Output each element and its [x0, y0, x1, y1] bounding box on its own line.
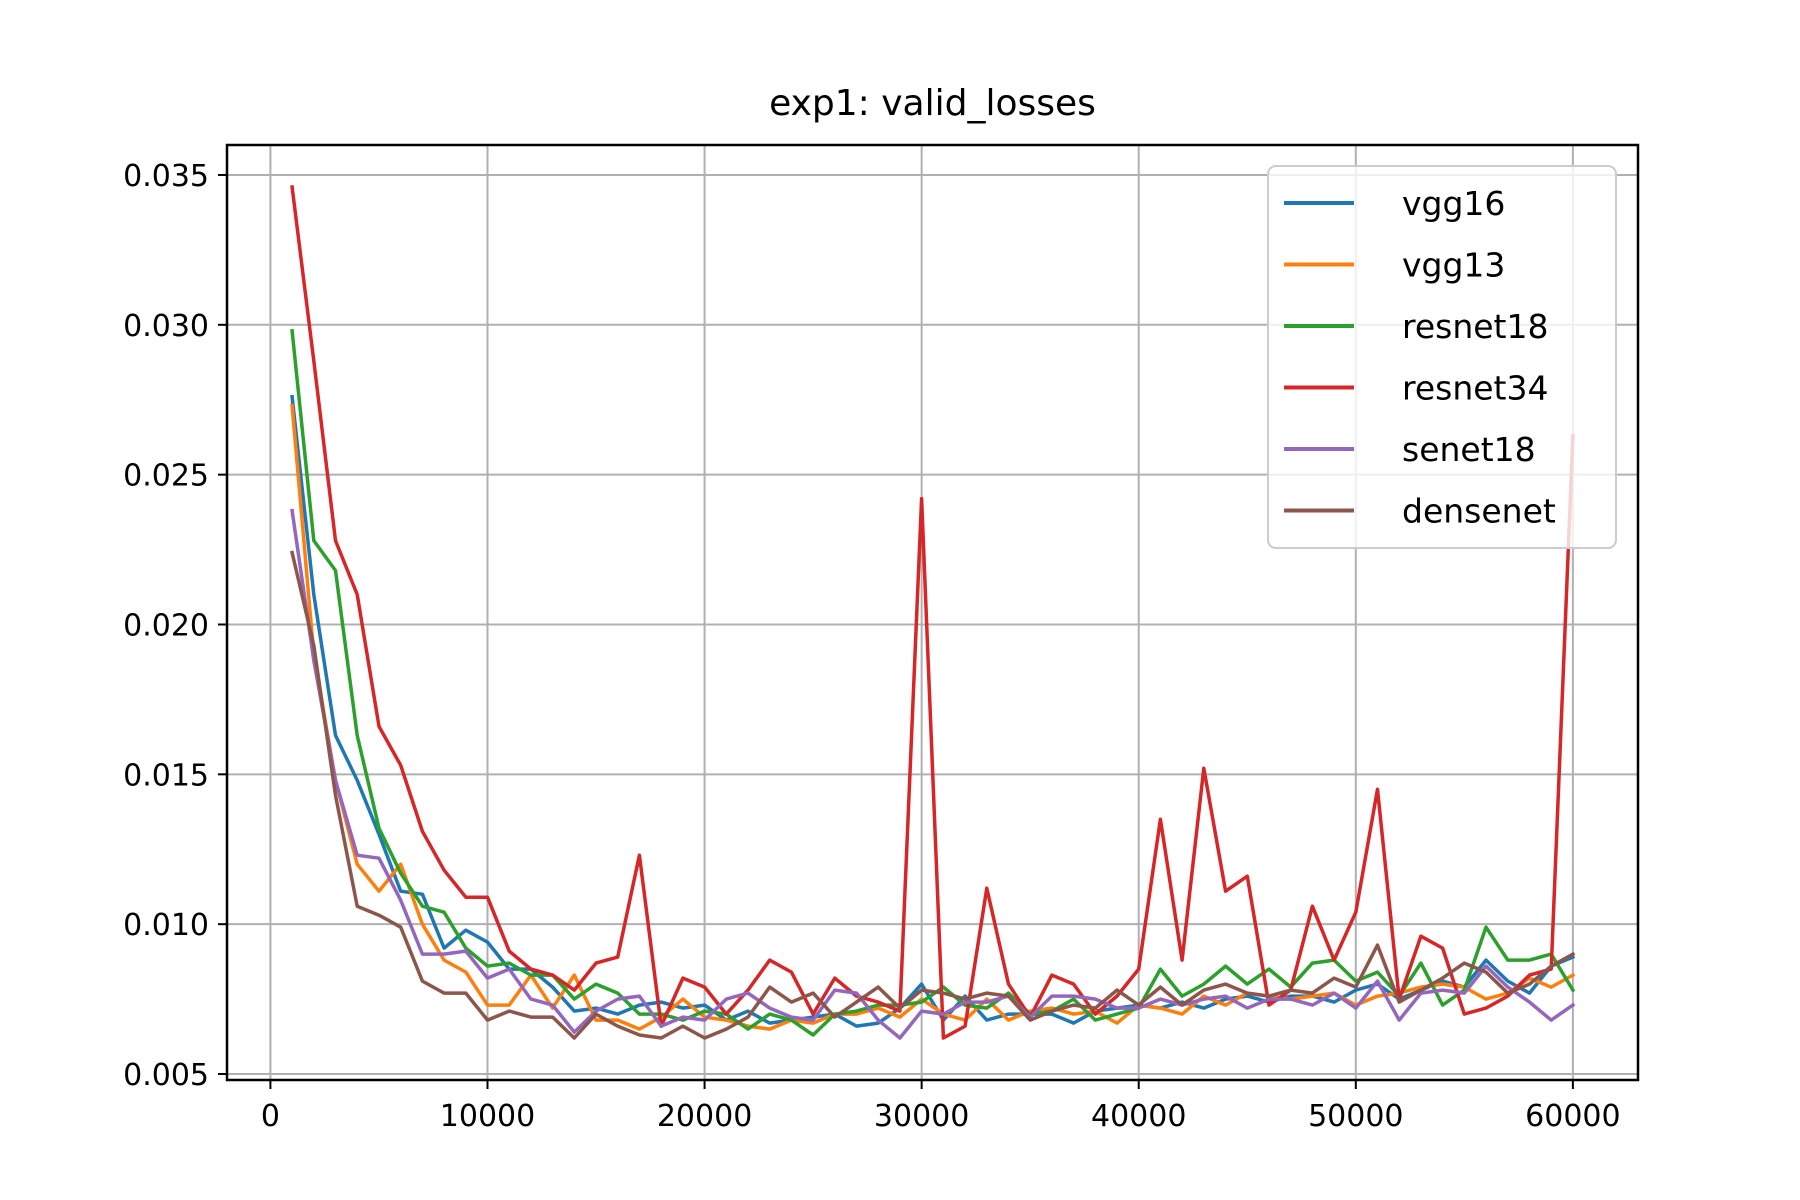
legend-box — [1267, 165, 1617, 549]
legend-label-densenet: densenet — [1402, 492, 1556, 531]
x-axis: 0 10000 20000 30000 40000 50000 60000 — [261, 1080, 1621, 1134]
y-tick-label: 0.020 — [123, 608, 209, 643]
series-line-resnet34 — [290, 185, 1575, 1040]
chart-title: exp1: valid_losses — [769, 83, 1096, 124]
y-tick-label: 0.030 — [123, 309, 209, 344]
y-tick-label: 0.025 — [123, 459, 209, 494]
y-tick-label: 0.010 — [123, 908, 209, 943]
legend-label-resnet34: resnet34 — [1402, 369, 1549, 408]
x-tick-label: 60000 — [1525, 1099, 1620, 1134]
legend-label-vgg16: vgg16 — [1402, 184, 1505, 223]
series-line-senet18 — [290, 508, 1576, 1040]
y-tick-label: 0.005 — [123, 1058, 209, 1093]
y-tick-label: 0.015 — [123, 758, 209, 793]
y-tick-label: 0.035 — [123, 159, 209, 194]
x-tick-label: 10000 — [440, 1099, 535, 1134]
legend-label-senet18: senet18 — [1402, 430, 1536, 469]
x-tick-label: 50000 — [1308, 1099, 1403, 1134]
legend: vgg16 vgg13 resnet18 resnet34 senet18 densene… — [1267, 165, 1617, 549]
plot-area-frame — [225, 143, 1640, 1082]
legend-label-vgg13: vgg13 — [1402, 246, 1505, 285]
x-tick-label: 20000 — [657, 1099, 752, 1134]
series-lines — [289, 185, 1576, 1040]
x-tick-label: 30000 — [874, 1099, 969, 1134]
x-tick-label: 0 — [261, 1099, 280, 1134]
y-axis: 0.005 0.010 0.015 0.020 0.025 0.030 0.035 — [123, 159, 227, 1093]
x-tick-label: 40000 — [1091, 1099, 1186, 1134]
legend-label-resnet18: resnet18 — [1402, 307, 1549, 346]
series-line-densenet — [289, 550, 1576, 1040]
